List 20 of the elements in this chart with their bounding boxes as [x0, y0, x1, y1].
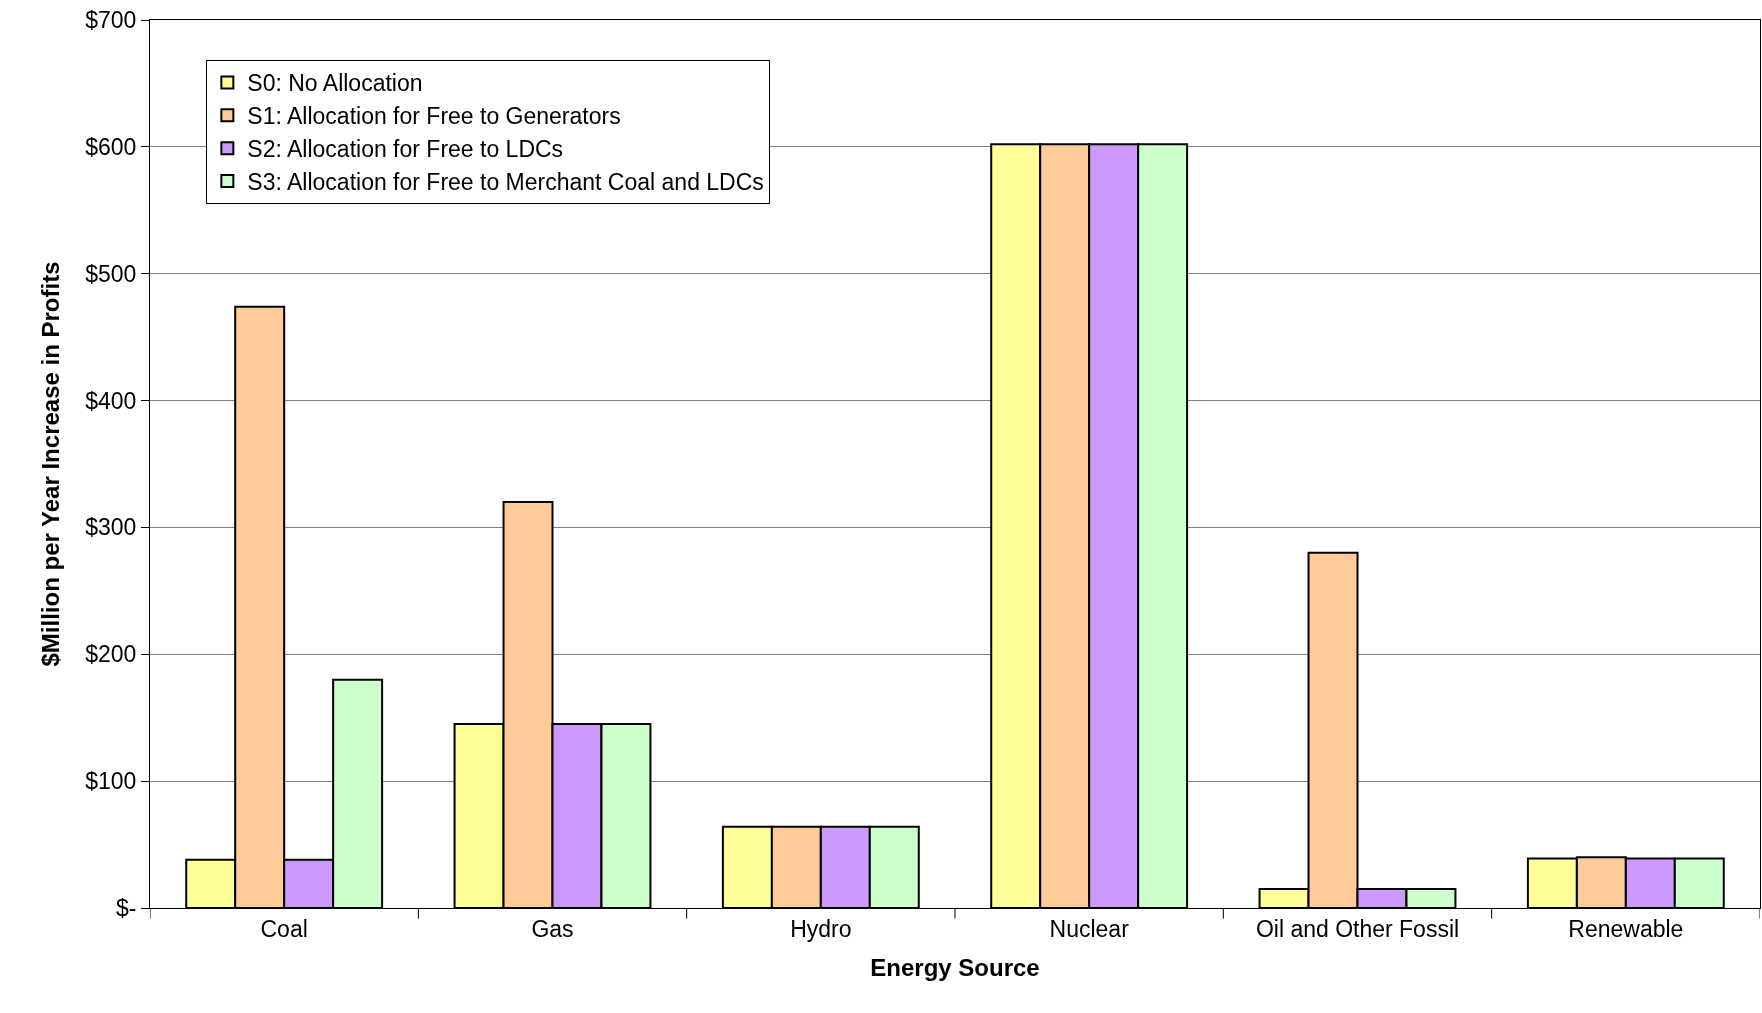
y-tick-label: $100 — [85, 768, 137, 795]
y-tick-label: $300 — [85, 514, 137, 541]
y-axis-title: $Million per Year Increase in Profits — [37, 261, 65, 667]
x-tick-label: Gas — [531, 915, 574, 942]
y-tick-label: $- — [115, 895, 137, 922]
y-tick-label: $600 — [85, 133, 137, 160]
x-tick-label: Renewable — [1568, 915, 1684, 942]
x-tick-label: Coal — [260, 915, 308, 942]
x-tick-label: Hydro — [790, 915, 852, 942]
x-axis-title: Energy Source — [870, 953, 1040, 981]
x-tick-label: Nuclear — [1049, 915, 1130, 942]
y-tick-label: $700 — [85, 7, 137, 34]
legend-label: S0: No Allocation — [247, 70, 423, 97]
y-tick-label: $400 — [85, 387, 137, 414]
y-tick-label: $500 — [85, 260, 137, 287]
legend-label: S2: Allocation for Free to LDCs — [247, 136, 564, 163]
legend-label: S1: Allocation for Free to Generators — [247, 103, 621, 130]
legend-label: S3: Allocation for Free to Merchant Coal and LDCs — [247, 169, 764, 196]
x-tick-label: Oil and Other Fossil — [1255, 915, 1460, 942]
y-tick-label: $200 — [85, 641, 137, 668]
